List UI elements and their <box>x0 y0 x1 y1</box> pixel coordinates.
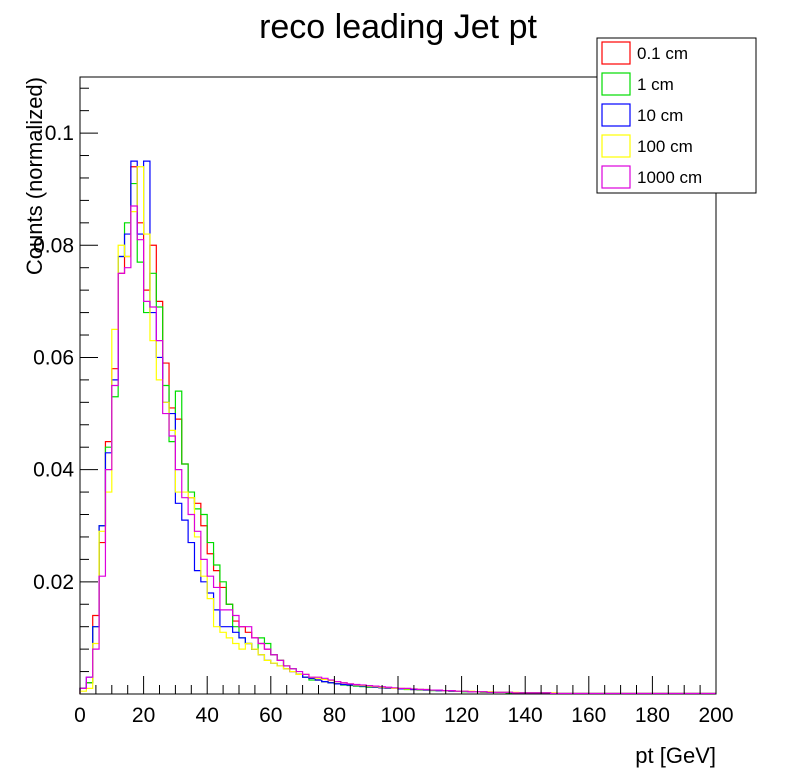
x-tick-label: 40 <box>196 704 219 727</box>
y-tick-label: 0.1 <box>45 122 74 145</box>
legend-swatch <box>601 103 631 127</box>
y-tick-label: 0.02 <box>33 571 74 594</box>
series-line-2 <box>79 160 716 695</box>
x-axis-title: pt [GeV] <box>635 743 716 768</box>
y-axis-title: Counts (normalized) <box>22 77 47 275</box>
series-group <box>79 160 716 695</box>
chart-title: reco leading Jet pt <box>259 8 537 46</box>
legend-swatch <box>601 41 631 65</box>
legend-swatch <box>601 134 631 158</box>
legend-label: 100 cm <box>637 137 693 156</box>
x-tick-label: 200 <box>698 704 733 727</box>
x-axis: 0 20 40 60 80 100 120 140 160 180 200 <box>74 676 734 727</box>
legend-label: 10 cm <box>637 106 683 125</box>
legend-label: 1000 cm <box>637 168 702 187</box>
legend: 0.1 cm 1 cm 10 cm 100 cm 1000 cm <box>596 37 757 194</box>
y-axis: 0.02 0.04 0.06 0.08 0.1 <box>33 87 98 673</box>
y-tick-label: 0.06 <box>33 346 74 369</box>
series-line-3 <box>79 166 716 695</box>
x-tick-label: 60 <box>259 704 282 727</box>
x-tick-label: 80 <box>323 704 346 727</box>
x-tick-label: 180 <box>635 704 670 727</box>
legend-swatch <box>601 72 631 96</box>
legend-swatch <box>601 165 631 189</box>
x-tick-label: 0 <box>74 704 86 727</box>
y-tick-label: 0.04 <box>33 459 74 482</box>
y-tick-label: 0.08 <box>33 234 74 257</box>
x-tick-label: 100 <box>380 704 415 727</box>
x-tick-label: 20 <box>132 704 155 727</box>
series-line-4 <box>79 205 716 695</box>
x-tick-label: 140 <box>508 704 543 727</box>
legend-label: 0.1 cm <box>637 44 688 63</box>
x-tick-label: 120 <box>444 704 479 727</box>
x-tick-label: 160 <box>571 704 606 727</box>
legend-label: 1 cm <box>637 75 674 94</box>
